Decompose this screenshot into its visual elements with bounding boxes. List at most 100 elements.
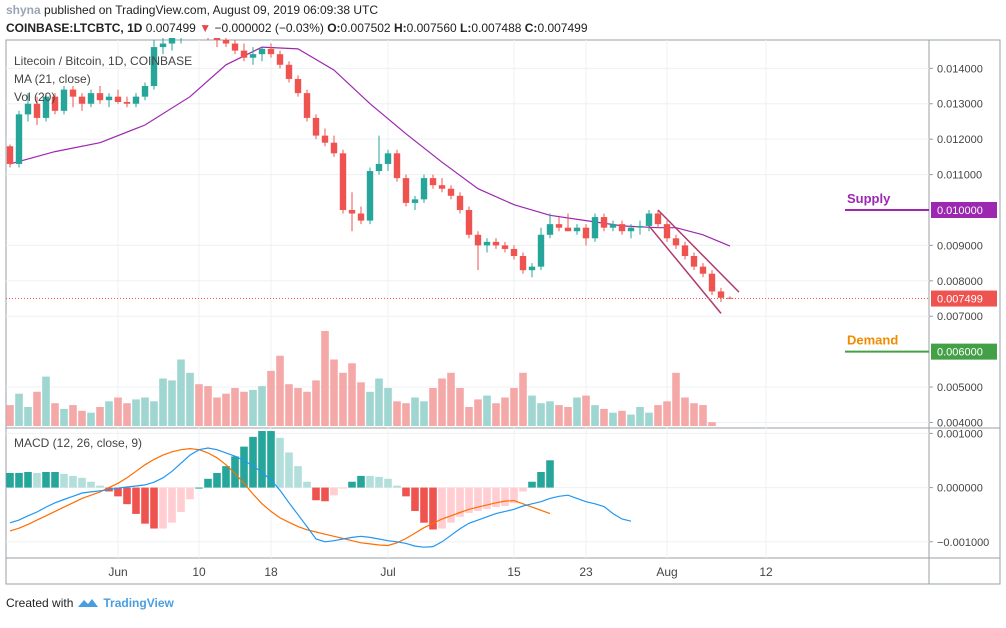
legend-macd: MACD (12, 26, close, 9) [14,436,143,450]
macd-histogram-bar [465,487,473,513]
volume-bar [663,401,671,426]
volume-bar [105,401,113,426]
candle-body [564,227,572,232]
candle-body [555,224,563,228]
volume-bar [222,393,230,426]
channel-lower-trendline [648,225,722,314]
tradingview-brand[interactable]: TradingView [103,596,174,610]
volume-bar [528,395,536,426]
volume-bar [393,401,401,426]
macd-histogram-bar [159,487,167,529]
volume-bar [114,397,122,426]
macd-histogram-bar [303,481,311,488]
footer: Created with TradingView [6,596,174,610]
supply-label: Supply [847,191,891,206]
macd-histogram-bar [546,460,554,488]
volume-bar [465,407,473,426]
volume-bar [681,397,689,426]
candle-body [519,256,527,271]
candle-body [249,54,257,58]
candle-body [141,86,149,97]
macd-histogram-bar [258,431,266,488]
price-badge [931,290,997,307]
volume-bar [69,405,77,426]
candle-body [114,96,122,102]
candle-body [150,47,158,87]
macd-histogram-bar [33,472,41,488]
volume-bar [438,378,446,426]
volume-bar [708,422,716,426]
price-badge-label: 0.007499 [937,294,983,306]
volume-bar [276,355,284,426]
volume-bar [636,407,644,426]
macd-histogram-bar [447,487,455,523]
macd-histogram-bar [537,471,545,488]
macd-histogram-bar [420,487,428,523]
volume-bar [123,403,131,426]
macd-histogram-bar [213,472,221,488]
volume-bar [348,363,356,426]
close-value: 0.007499 [537,21,588,35]
candle-body [357,213,365,221]
candle-body [276,54,284,65]
macd-histogram-bar [375,476,383,488]
y-tick-label: 0.004000 [937,417,983,429]
open-label: O: [327,21,341,35]
volume-bar [186,372,194,426]
macd-histogram-bar [366,475,374,488]
price-chart[interactable]: Jun 10 18 Jul 15 23 Aug 12 0.014000 0.013000 0.012… [0,38,1006,628]
candle-body [330,142,338,154]
volume-bar [231,388,239,426]
volume-bar [447,372,455,426]
author-name[interactable]: shyna [6,3,41,17]
volume-bar [213,397,221,426]
candle-body [420,178,428,200]
candle-body [393,153,401,179]
volume-bar [474,399,482,426]
macd-histogram-bar [249,436,257,488]
volume-bar [303,391,311,426]
candle-body [294,78,302,94]
candle-body [465,209,473,235]
macd-histogram-bar [519,487,527,492]
volume-bar [582,395,590,426]
low-label: L: [460,21,472,35]
macd-histogram-bar [348,481,356,488]
macd-histogram-bar [240,446,248,488]
candle-body [267,48,275,55]
volume-bar [195,384,203,426]
macd-histogram-bar [510,487,518,504]
volume-bar [564,407,572,426]
y-tick-label: 0.007000 [937,311,983,323]
macd-histogram-bar [528,481,536,488]
macd-histogram-bar [51,471,59,488]
volume-bar [366,391,374,426]
macd-histogram-bar [186,487,194,500]
volume-bar [150,401,158,426]
candle-body [123,101,131,104]
x-tick-label: Jul [380,565,395,579]
macd-histogram-bar [339,487,347,489]
candle-body [69,89,77,97]
macd-histogram-bar [24,471,32,488]
macd-histogram-bar [501,487,509,507]
candle-body [591,217,599,239]
volume-bar [609,412,617,426]
ohlc-line: COINBASE:LTCBTC, 1D 0.007499 ▼ −0.000002… [6,21,588,35]
volume-bar [51,403,59,426]
candle-body [96,93,104,101]
candle-body [429,178,437,186]
volume-bar [60,408,68,426]
y-tick-label: 0.011000 [937,170,982,182]
candle-body [528,266,536,271]
y-tick-label: 0.008000 [937,276,983,288]
macd-histogram-bar [114,487,122,497]
candle-body [582,227,590,239]
macd-histogram-bar [204,478,212,488]
candle-body [213,38,221,40]
volume-bar [330,359,338,426]
created-with-label: Created with [6,596,74,610]
candle-body [366,171,374,221]
volume-bar [258,386,266,426]
candle-body [159,43,167,48]
